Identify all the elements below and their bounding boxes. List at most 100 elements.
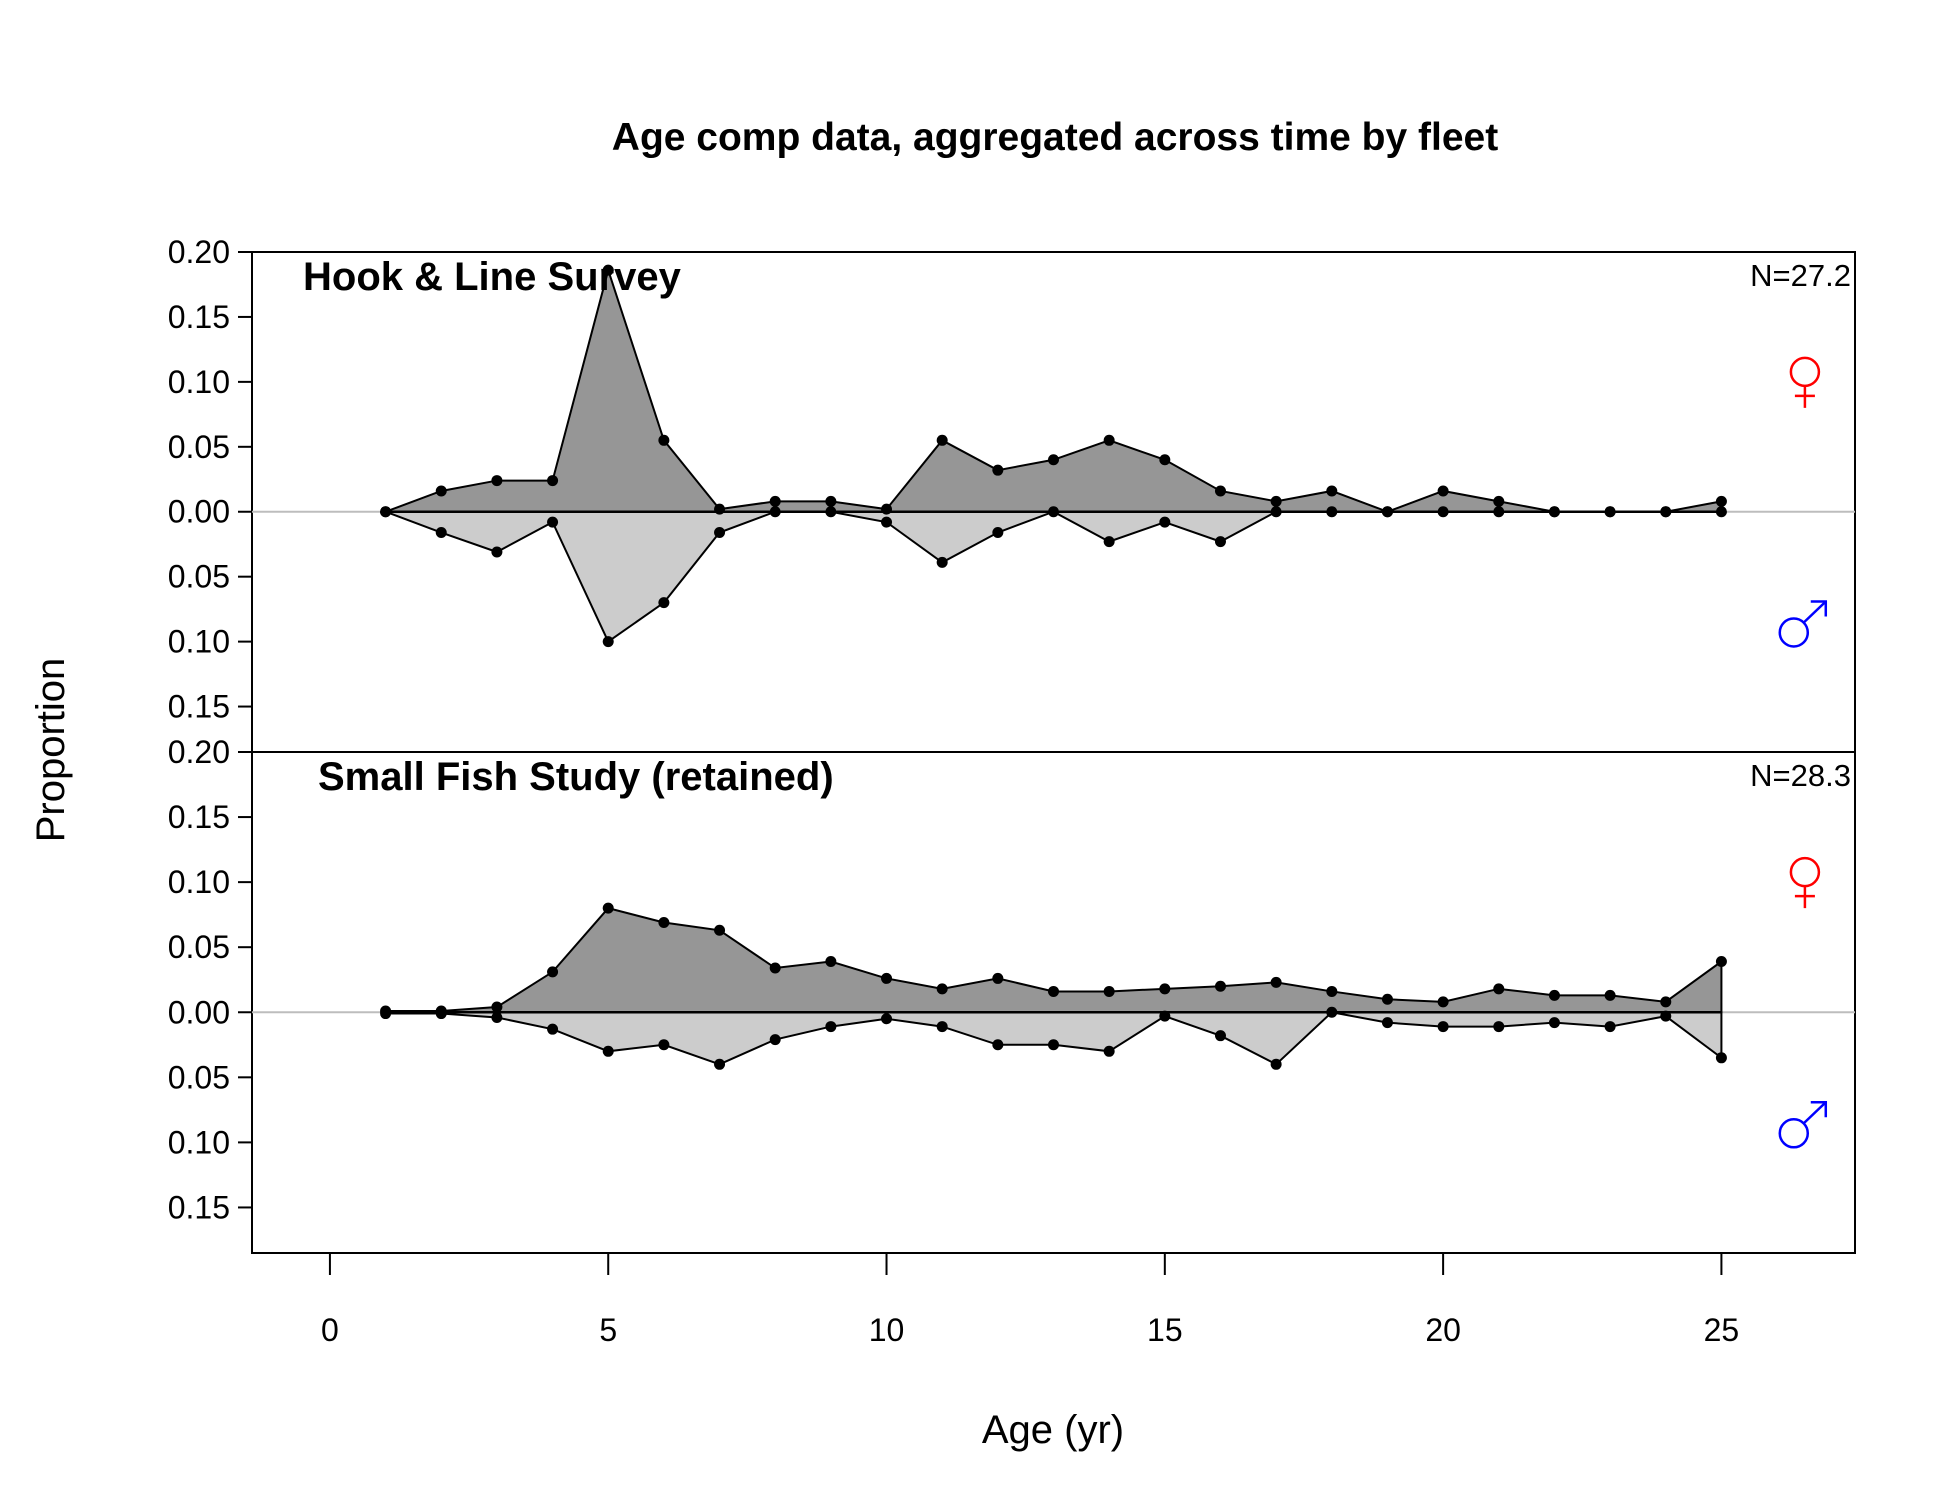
female-point — [825, 495, 837, 507]
male-point — [1715, 1052, 1727, 1064]
female-point — [936, 434, 948, 446]
male-point — [491, 1011, 503, 1023]
female-point — [1159, 983, 1171, 995]
male-point — [1159, 1010, 1171, 1022]
female-point — [1103, 985, 1115, 997]
male-point — [1103, 536, 1115, 548]
plot-layer: 0.20 0.15 0.10 0.05 0.00 0.05 0.10 0.15 Hook & L… — [168, 234, 1856, 1348]
x-tick-label: 20 — [1425, 1312, 1461, 1348]
y-tick-label: 0.05 — [168, 429, 230, 465]
n-label: N=27.2 — [1750, 258, 1851, 293]
panel-1: 0.20 0.15 0.10 0.05 0.00 0.05 0.10 0.15 Hook & L… — [168, 234, 1855, 725]
male-point — [491, 546, 503, 558]
male-symbol-shaft — [1802, 600, 1827, 624]
female-area — [385, 266, 1723, 513]
male-point — [714, 1058, 726, 1070]
female-point — [658, 916, 670, 928]
male-point — [1493, 506, 1505, 518]
female-point — [1214, 980, 1226, 992]
female-point — [1048, 454, 1059, 466]
female-point — [547, 966, 559, 978]
female-point — [1493, 983, 1505, 995]
male-point — [658, 1039, 670, 1051]
panel-title: Hook & Line Survey — [303, 255, 682, 299]
female-point — [491, 475, 503, 487]
male-point — [1326, 506, 1338, 518]
male-point — [1381, 506, 1393, 518]
y-tick-label: 0.05 — [168, 929, 230, 965]
male-point — [1548, 506, 1560, 518]
female-point — [992, 464, 1004, 476]
y-tick-label: 0.00 — [168, 994, 230, 1030]
male-point — [992, 1039, 1004, 1051]
male-area — [385, 510, 1722, 644]
x-tick-label: 10 — [869, 1312, 905, 1348]
female-point — [1270, 495, 1282, 507]
male-point — [936, 556, 948, 568]
female-point — [1437, 485, 1449, 497]
female-point — [769, 495, 781, 507]
male-symbol-ring — [1778, 1118, 1810, 1149]
female-point — [658, 434, 670, 446]
male-point — [435, 527, 447, 539]
male-point — [1214, 536, 1226, 548]
female-symbol-icon — [1789, 856, 1821, 909]
male-point — [435, 1008, 447, 1020]
female-point — [1103, 434, 1115, 446]
female-point — [1715, 956, 1727, 968]
male-point — [1270, 506, 1282, 518]
y-tick-label: 0.15 — [168, 799, 230, 835]
female-symbol-ring — [1789, 856, 1821, 888]
male-point — [380, 1008, 392, 1020]
male-point — [547, 1023, 559, 1035]
y-tick-label: 0.10 — [168, 1124, 230, 1160]
female-point — [769, 962, 781, 974]
male-symbol-arrow — [1810, 1101, 1828, 1118]
female-point — [1326, 485, 1338, 497]
male-symbol-shaft — [1802, 1101, 1827, 1125]
female-point — [1270, 976, 1282, 988]
female-point — [1381, 993, 1393, 1005]
female-point — [881, 503, 893, 515]
y-tick-label: 0.05 — [168, 559, 230, 595]
y-tick-label: 0.15 — [168, 299, 230, 335]
female-point — [1437, 996, 1449, 1008]
male-point — [1048, 1039, 1059, 1051]
female-point — [1326, 985, 1338, 997]
female-point — [1214, 485, 1226, 497]
male-point — [825, 1021, 837, 1033]
male-point — [1604, 1021, 1616, 1033]
x-axis-label: Age (yr) — [982, 1408, 1124, 1452]
male-point — [1103, 1045, 1115, 1057]
male-point — [936, 1021, 948, 1033]
female-point — [714, 503, 726, 515]
y-tick-label: 0.15 — [168, 689, 230, 725]
male-point — [992, 527, 1004, 539]
female-point — [1048, 985, 1059, 997]
y-tick-label: 0.10 — [168, 624, 230, 660]
female-point — [825, 956, 837, 968]
female-point — [435, 485, 447, 497]
male-point — [547, 516, 559, 528]
male-point — [1326, 1006, 1338, 1018]
male-area — [384, 1011, 1723, 1066]
male-point — [769, 1034, 781, 1046]
x-tick-label: 0 — [321, 1312, 339, 1348]
y-tick-label: 0.15 — [168, 1189, 230, 1225]
female-point — [992, 972, 1004, 984]
female-point — [491, 1001, 503, 1013]
male-point — [1381, 1017, 1393, 1029]
male-symbol-arrow — [1810, 600, 1828, 617]
female-point — [1715, 495, 1727, 507]
male-point — [658, 597, 670, 609]
panel-2: 0.20 0.15 0.10 0.05 0.00 0.05 0.10 0.15 Small Fi… — [168, 734, 1855, 1225]
male-point — [1214, 1030, 1226, 1042]
male-point — [1660, 506, 1672, 518]
female-point — [1548, 989, 1560, 1001]
male-point — [825, 506, 837, 518]
male-point — [602, 1045, 614, 1057]
male-point — [1548, 1017, 1560, 1029]
male-point — [1660, 1010, 1672, 1022]
male-point — [1493, 1021, 1505, 1033]
